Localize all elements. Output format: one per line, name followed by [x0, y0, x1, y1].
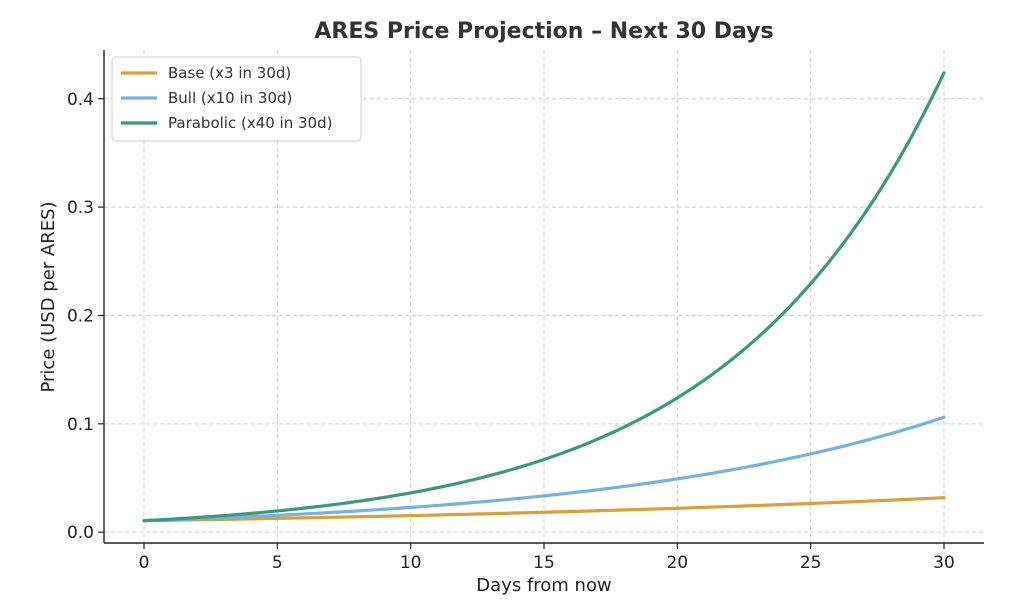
y-tick-label: 0.0	[67, 523, 94, 543]
y-tick-label: 0.1	[67, 415, 94, 435]
legend-label: Base (x3 in 30d)	[168, 64, 291, 82]
x-tick-label: 10	[400, 553, 422, 573]
chart-title: ARES Price Projection – Next 30 Days	[314, 19, 773, 44]
legend: Base (x3 in 30d) Bull (x10 in 30d) Parabol…	[111, 56, 362, 142]
x-tick-label: 25	[800, 553, 822, 573]
series-line-3	[142, 71, 946, 523]
x-axis-label: Days from now	[476, 575, 611, 596]
x-tick-label: 0	[139, 553, 150, 573]
y-tick-label: 0.3	[67, 198, 94, 218]
x-tick-label: 30	[933, 553, 955, 573]
tick-labels: 0 5 10 15 20 25 30 0.0 0.1 0.2 0.3 0.4	[67, 90, 955, 573]
legend-label: Parabolic (x40 in 30d)	[168, 114, 332, 132]
series-lines	[142, 71, 946, 523]
series-line-1	[142, 496, 946, 523]
y-axis-label: Price (USD per ARES)	[38, 201, 59, 392]
legend-label: Bull (x10 in 30d)	[168, 89, 292, 107]
series-line-2	[142, 415, 946, 523]
x-tick-label: 20	[667, 553, 689, 573]
y-tick-label: 0.2	[67, 306, 94, 326]
x-tick-label: 5	[272, 553, 283, 573]
x-tick-label: 15	[533, 553, 555, 573]
y-tick-label: 0.4	[67, 90, 94, 110]
legend-box	[111, 56, 362, 142]
grid	[104, 50, 984, 543]
